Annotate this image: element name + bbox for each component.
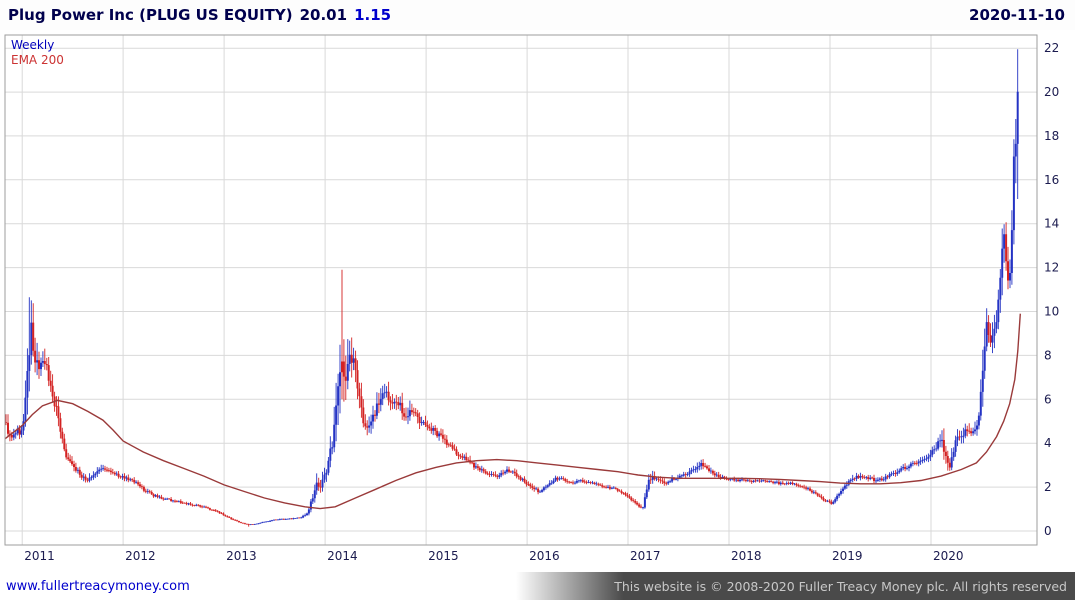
- chart-date: 2020-11-10: [969, 6, 1065, 24]
- svg-text:18: 18: [1044, 129, 1059, 143]
- svg-text:8: 8: [1044, 348, 1052, 362]
- svg-text:10: 10: [1044, 305, 1059, 319]
- plot-border: [4, 34, 1038, 546]
- svg-text:14: 14: [1044, 217, 1059, 231]
- footer-bar: www.fullertreacymoney.com This website i…: [0, 572, 1075, 600]
- svg-text:2: 2: [1044, 480, 1052, 494]
- ema-line: [4, 313, 1021, 510]
- svg-text:2015: 2015: [428, 549, 459, 563]
- x-axis-labels: 2011 2012 2013 2014 2015 2016 2017 2018 2019 2020: [24, 549, 963, 563]
- svg-text:2013: 2013: [226, 549, 257, 563]
- svg-text:2020: 2020: [933, 549, 964, 563]
- copyright-text: This website is © 2008-2020 Fuller Treac…: [614, 578, 1067, 594]
- candles-layer: [5, 49, 1019, 527]
- svg-text:16: 16: [1044, 173, 1059, 187]
- svg-text:4: 4: [1044, 436, 1052, 450]
- svg-text:2014: 2014: [327, 549, 358, 563]
- price-change: 1.15: [354, 6, 392, 24]
- chart-area: 0 2 4 6 8 10 12 14 16 18 20 22 2011 2012 2013 2014 2015 2…: [0, 30, 1075, 572]
- chart-legend: Weekly EMA 200: [11, 38, 64, 68]
- instrument-name: Plug Power Inc (PLUG US EQUITY): [8, 6, 293, 24]
- plot-background: [5, 35, 1037, 545]
- chart-header: Plug Power Inc (PLUG US EQUITY) 20.01 1.…: [0, 0, 1075, 30]
- svg-text:2012: 2012: [125, 549, 156, 563]
- svg-text:0: 0: [1044, 524, 1052, 538]
- svg-text:2019: 2019: [832, 549, 863, 563]
- svg-text:2018: 2018: [731, 549, 762, 563]
- svg-text:6: 6: [1044, 392, 1052, 406]
- legend-weekly-label: Weekly: [11, 38, 55, 52]
- last-price: 20.01: [299, 6, 348, 24]
- svg-text:2011: 2011: [24, 549, 55, 563]
- svg-text:2017: 2017: [630, 549, 661, 563]
- svg-text:12: 12: [1044, 261, 1059, 275]
- svg-text:22: 22: [1044, 41, 1059, 55]
- svg-text:20: 20: [1044, 85, 1059, 99]
- grid-layer: [5, 35, 1037, 545]
- svg-text:2016: 2016: [529, 549, 560, 563]
- legend-ema-label: EMA 200: [11, 53, 64, 67]
- y-axis-labels: 0 2 4 6 8 10 12 14 16 18 20 22: [1044, 41, 1059, 538]
- website-link[interactable]: www.fullertreacymoney.com: [6, 578, 190, 594]
